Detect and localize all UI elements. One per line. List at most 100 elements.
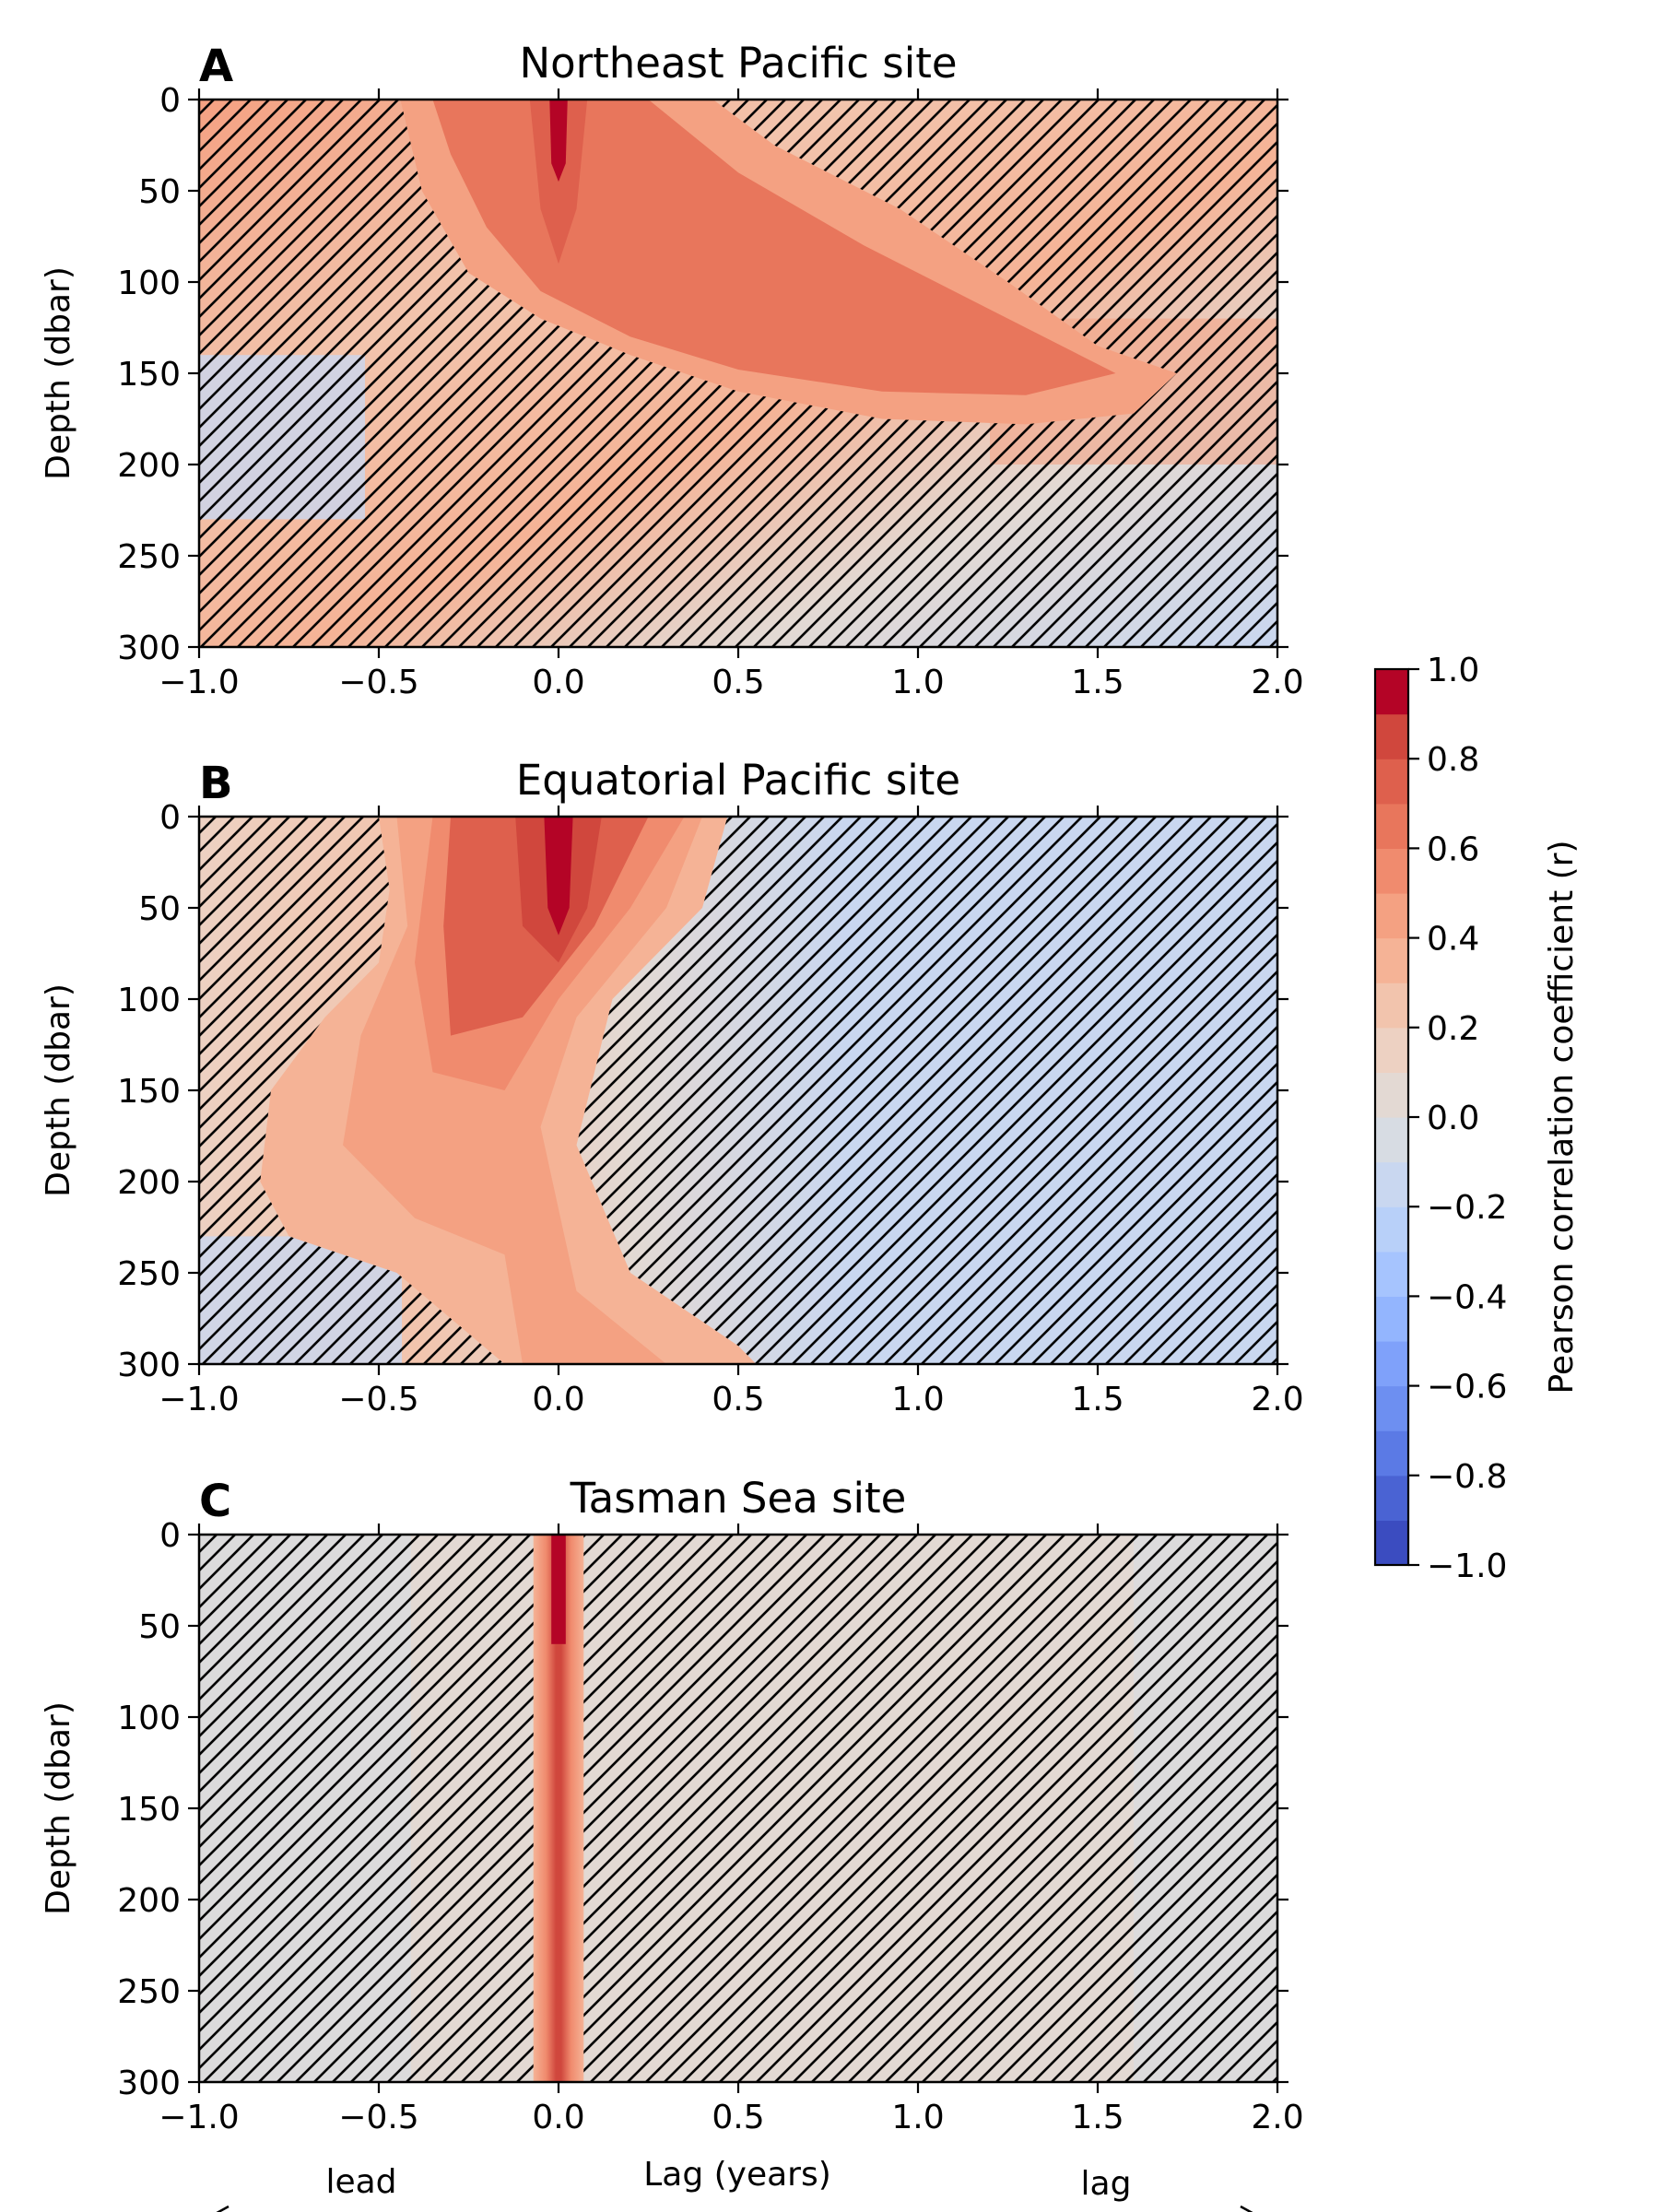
hatch-nonsignificant [199,100,1277,647]
y-tick-label: 100 [117,982,181,1019]
colorbar-tick-label: −0.6 [1427,1369,1507,1406]
y-tick-label: 50 [138,1608,181,1646]
x-tick-label: −1.0 [159,2099,239,2136]
peak-core [549,100,568,182]
x-tick-label: −0.5 [338,2099,418,2136]
y-tick-label: 150 [117,356,181,394]
y-tick-label: 50 [138,173,181,211]
x-tick-label: −0.5 [338,664,418,701]
y-tick-label: 250 [117,1973,181,2011]
colorbar-tick-label: 0.2 [1427,1010,1479,1048]
colorbar-tick-label: 0.0 [1427,1100,1479,1137]
y-axis-label: Depth (dbar) [40,983,77,1197]
colorbar-tick-label: 0.6 [1427,830,1479,868]
y-tick-label: 200 [117,1164,181,1202]
colorbar-swatch [1375,1430,1408,1477]
x-tick-label: 1.0 [891,664,944,701]
y-axis-label: Depth (dbar) [40,1701,77,1915]
y-tick-label: 0 [159,82,181,120]
hatch-left [199,1535,534,2082]
y-tick-label: 50 [138,890,181,928]
colorbar-swatch [1375,1117,1408,1163]
colorbar-swatch [1375,848,1408,894]
colorbar-swatch [1375,982,1408,1029]
y-tick-label: 200 [117,1882,181,1920]
colorbar-swatch [1375,1027,1408,1073]
colorbar-tick-label: −0.4 [1427,1278,1507,1316]
lag-arrow-head [1240,2205,1253,2212]
colorbar-swatch [1375,893,1408,939]
x-axis-label: Lag (years) [643,2156,831,2194]
y-tick-label: 200 [117,447,181,485]
y-tick-label: 300 [117,629,181,667]
x-tick-label: 0.0 [532,1381,584,1418]
x-tick-label: 0.0 [532,2099,584,2136]
x-tick-label: −1.0 [159,1381,239,1418]
panel-a: −1.0 −0.5 0.0 0.5 1.0 1.5 2.0 0 50 100 150 200 250 30… [40,39,1304,701]
panel-title: Northeast Pacific site [519,39,957,88]
x-tick-label: 2.0 [1251,2099,1303,2136]
colorbar-tick-label: 0.8 [1427,741,1479,779]
colorbar-tick-label: −0.2 [1427,1189,1507,1227]
panel-title: Equatorial Pacific site [516,756,960,805]
x-tick-label: 2.0 [1251,664,1303,701]
x-tick-label: 0.5 [712,1381,764,1418]
y-tick-label: 100 [117,1700,181,1737]
colorbar-tick-label: 0.4 [1427,921,1479,959]
peak-core [551,1535,566,1644]
lead-arrow-head [216,2205,229,2212]
colorbar-swatch [1375,1341,1408,1387]
correlation-field [199,100,1277,647]
x-tick-label: 1.0 [891,1381,944,1418]
colorbar-swatch [1375,1251,1408,1297]
lag-label: lag [1081,2165,1132,2203]
x-tick-label: 1.5 [1071,664,1124,701]
colorbar-swatch [1375,1296,1408,1342]
hatch-right [583,1535,1277,2082]
colorbar-swatch [1375,713,1408,759]
panel-letter: B [199,758,233,809]
y-tick-label: 0 [159,799,181,837]
colorbar-swatch [1375,669,1408,715]
colorbar-tick-label: 1.0 [1427,652,1479,689]
y-tick-label: 250 [117,538,181,576]
colorbar-swatch [1375,1385,1408,1431]
panel-title: Tasman Sea site [570,1474,907,1523]
colorbar-swatch [1375,937,1408,983]
y-tick-label: 100 [117,265,181,302]
x-tick-label: 0.5 [712,664,764,701]
colorbar-swatch [1375,759,1408,805]
y-tick-label: 150 [117,1791,181,1829]
correlation-field [199,1535,1277,2082]
colorbar-swatch [1375,1161,1408,1207]
panel-b: −1.0 −0.5 0.0 0.5 1.0 1.5 2.0 0 50 100 150 200 250 30… [40,756,1304,1418]
peak-core [544,817,573,935]
correlation-field [199,817,1277,1364]
lead-label: lead [325,2163,396,2201]
y-tick-label: 300 [117,1347,181,1384]
y-tick-label: 300 [117,2065,181,2102]
x-tick-label: 1.0 [891,2099,944,2136]
colorbar-tick-label: −1.0 [1427,1547,1507,1585]
y-tick-label: 250 [117,1255,181,1293]
y-tick-label: 150 [117,1073,181,1111]
significant-region-inner [432,100,1116,395]
x-tick-label: 1.5 [1071,1381,1124,1418]
x-tick-label: 0.0 [532,664,584,701]
colorbar-swatch [1375,1072,1408,1118]
x-tick-label: 1.5 [1071,2099,1124,2136]
colorbar-swatch [1375,803,1408,849]
x-tick-label: −0.5 [338,1381,418,1418]
colorbar: 1.0 0.8 0.6 0.4 0.2 0.0 −0.2 −0.4 −0.6 −0.8 −1.0 Pe… [1373,652,1581,1585]
colorbar-label: Pearson correlation coefficient (r) [1543,840,1581,1394]
colorbar-swatch [1375,1475,1408,1521]
x-tick-label: −1.0 [159,664,239,701]
panel-letter: A [199,41,233,92]
hatch-nonsignificant [199,817,1277,1364]
colorbar-tick-label: −0.8 [1427,1458,1507,1496]
panel-letter: C [199,1476,231,1527]
y-axis-label: Depth (dbar) [40,266,77,480]
panel-c: −1.0 −0.5 0.0 0.5 1.0 1.5 2.0 0 50 100 150 200 250 30… [40,1474,1304,2136]
y-tick-label: 0 [159,1517,181,1555]
